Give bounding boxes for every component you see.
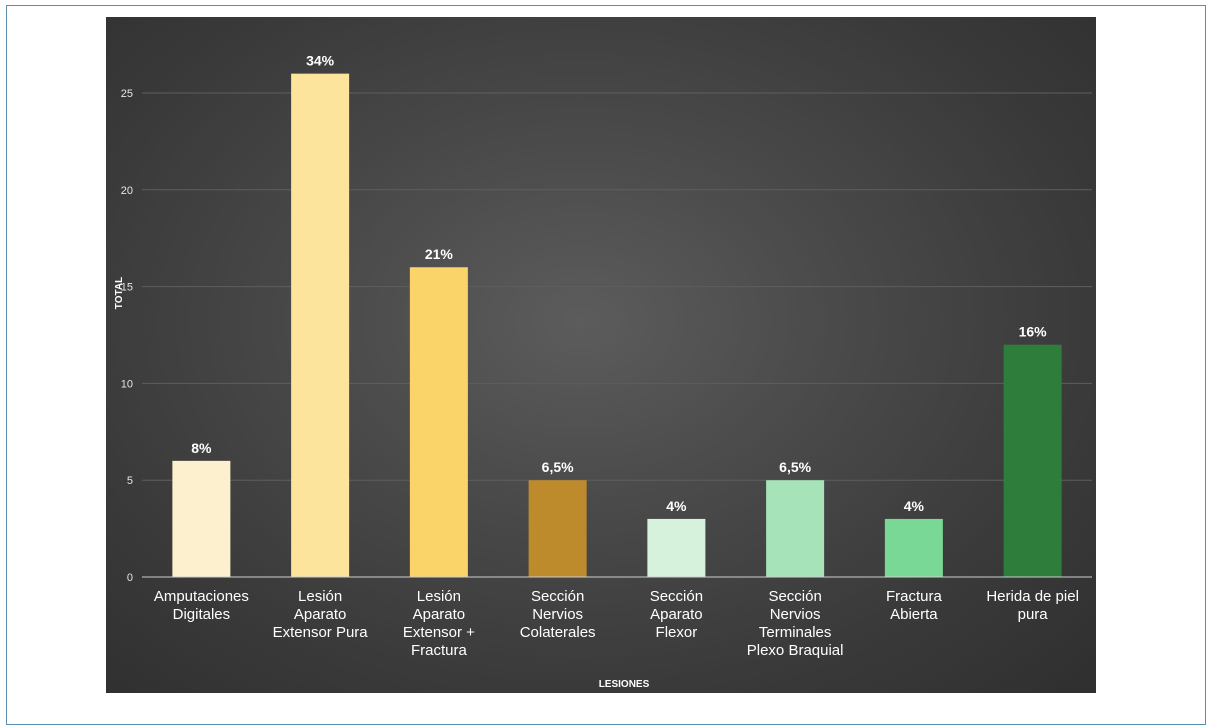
data-label: 6,5% bbox=[542, 459, 574, 475]
y-tick-label: 0 bbox=[127, 572, 133, 584]
x-tick-label: Aparato bbox=[650, 606, 703, 623]
bar bbox=[647, 518, 706, 577]
x-tick-label: Extensor + bbox=[403, 624, 475, 641]
bar bbox=[1003, 344, 1062, 577]
x-tick-label: Lesión bbox=[298, 588, 342, 605]
x-tick-label: Lesión bbox=[417, 588, 461, 605]
x-tick-label: Sección bbox=[650, 588, 703, 605]
x-tick-label: Terminales bbox=[759, 624, 832, 641]
x-tick-label: Extensor Pura bbox=[273, 624, 369, 641]
data-label: 4% bbox=[666, 498, 687, 514]
bar bbox=[409, 267, 468, 577]
x-tick-label: Sección bbox=[768, 588, 821, 605]
x-axis-label: LESIONES bbox=[599, 679, 650, 690]
bar bbox=[884, 518, 943, 577]
data-label: 6,5% bbox=[779, 459, 811, 475]
x-tick-label: Aparato bbox=[413, 606, 466, 623]
x-axis-tick-labels: AmputacionesDigitalesLesiónAparatoExtens… bbox=[154, 588, 1079, 659]
x-tick-label: Nervios bbox=[532, 606, 583, 623]
x-tick-label: Digitales bbox=[173, 606, 231, 623]
bars: 8% 34% 21% 6,5% 4% 6,5% 4% 16% bbox=[172, 53, 1062, 577]
data-label: 16% bbox=[1019, 324, 1048, 340]
chart-panel: 0 5 10 15 20 25 8% 34% 21% 6,5% 4% 6,5% 4% 16% Amput… bbox=[106, 17, 1096, 693]
data-label: 21% bbox=[425, 246, 454, 262]
bar bbox=[291, 73, 350, 577]
y-tick-label: 20 bbox=[121, 185, 133, 197]
x-tick-label: Amputaciones bbox=[154, 588, 249, 605]
y-axis-ticks: 0 5 10 15 20 25 bbox=[121, 88, 133, 584]
gridlines bbox=[142, 92, 1092, 481]
x-tick-label: Sección bbox=[531, 588, 584, 605]
x-tick-label: Flexor bbox=[656, 624, 698, 641]
x-tick-label: pura bbox=[1018, 606, 1049, 623]
data-label: 4% bbox=[904, 498, 925, 514]
data-label: 8% bbox=[191, 440, 212, 456]
bar bbox=[172, 460, 231, 577]
y-tick-label: 25 bbox=[121, 88, 133, 100]
y-tick-label: 5 bbox=[127, 475, 133, 487]
x-tick-label: Abierta bbox=[890, 606, 938, 623]
x-tick-label: Aparato bbox=[294, 606, 347, 623]
x-tick-label: Colaterales bbox=[520, 624, 596, 641]
bar bbox=[528, 480, 587, 577]
x-tick-label: Herida de piel bbox=[986, 588, 1079, 605]
bar bbox=[766, 480, 825, 577]
y-tick-label: 10 bbox=[121, 378, 133, 390]
y-axis-label: TOTAL bbox=[114, 277, 125, 309]
y-tick-label: 15 bbox=[121, 282, 133, 294]
bar-chart: 0 5 10 15 20 25 8% 34% 21% 6,5% 4% 6,5% 4% 16% Amput… bbox=[114, 53, 1092, 690]
data-label: 34% bbox=[306, 53, 335, 69]
x-tick-label: Fractura bbox=[886, 588, 943, 605]
x-tick-label: Fractura bbox=[411, 642, 468, 659]
x-tick-label: Nervios bbox=[770, 606, 821, 623]
x-tick-label: Plexo Braquial bbox=[747, 642, 844, 659]
